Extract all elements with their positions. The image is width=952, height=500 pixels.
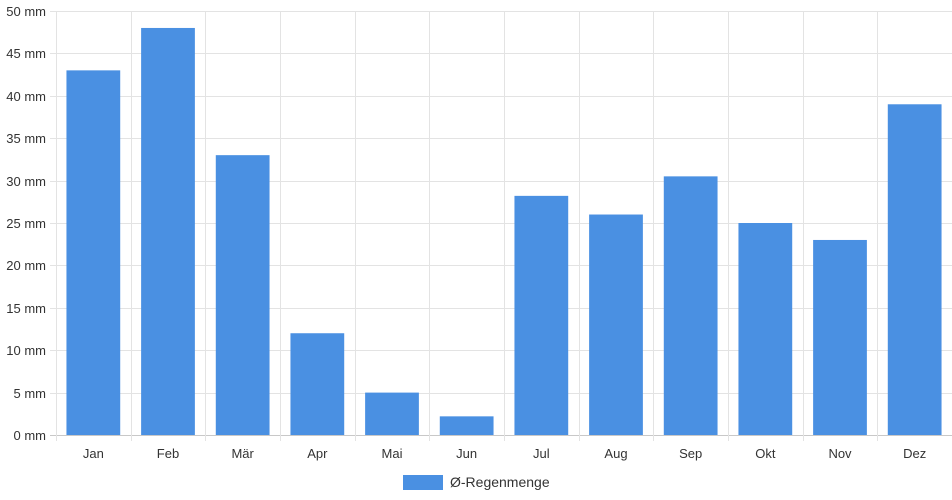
x-tick-label: Mai bbox=[382, 446, 403, 461]
bar-sep[interactable] bbox=[663, 176, 718, 436]
y-tick-label: 25 mm bbox=[6, 216, 46, 231]
bar-jan[interactable] bbox=[66, 70, 121, 436]
bar-jul[interactable] bbox=[514, 195, 569, 435]
x-tick-label: Dez bbox=[903, 446, 926, 461]
bar-mär[interactable] bbox=[215, 155, 270, 435]
x-tick-label: Okt bbox=[755, 446, 776, 461]
bar-apr[interactable] bbox=[290, 333, 345, 435]
y-tick-label: 10 mm bbox=[6, 343, 46, 358]
x-axis-ticks: Jan Feb Mär Apr Mai Jun Jul Aug Sep Okt Nov Dez bbox=[83, 446, 926, 461]
bar-jun[interactable] bbox=[439, 416, 494, 435]
x-tick-label: Sep bbox=[679, 446, 702, 461]
y-tick-label: 50 mm bbox=[6, 4, 46, 19]
x-tick-label: Feb bbox=[157, 446, 179, 461]
y-tick-label: 30 mm bbox=[6, 174, 46, 189]
y-tick-label: 35 mm bbox=[6, 131, 46, 146]
legend[interactable]: Ø-Regenmenge bbox=[403, 474, 550, 490]
grid-lines bbox=[50, 11, 952, 441]
y-axis-ticks: 0 mm 5 mm 10 mm 15 mm 20 mm 25 mm 30 mm 35 mm 40… bbox=[6, 4, 46, 443]
x-tick-label: Nov bbox=[828, 446, 852, 461]
y-tick-label: 40 mm bbox=[6, 89, 46, 104]
bar-feb[interactable] bbox=[141, 27, 195, 436]
x-tick-label: Aug bbox=[604, 446, 627, 461]
x-tick-label: Mär bbox=[231, 446, 254, 461]
y-tick-label: 15 mm bbox=[6, 301, 46, 316]
legend-swatch-series[interactable] bbox=[403, 475, 443, 490]
x-tick-label: Apr bbox=[307, 446, 328, 461]
bars bbox=[66, 27, 942, 436]
y-tick-label: 20 mm bbox=[6, 258, 46, 273]
x-tick-label: Jul bbox=[533, 446, 550, 461]
bar-dez[interactable] bbox=[887, 104, 942, 435]
x-tick-label: Jun bbox=[456, 446, 477, 461]
y-tick-label: 5 mm bbox=[14, 386, 47, 401]
bar-mai[interactable] bbox=[365, 392, 419, 435]
y-tick-label: 45 mm bbox=[6, 46, 46, 61]
x-tick-label: Jan bbox=[83, 446, 104, 461]
bar-nov[interactable] bbox=[813, 239, 867, 435]
bar-okt[interactable] bbox=[738, 223, 793, 435]
y-tick-label: 0 mm bbox=[14, 428, 47, 443]
bar-aug[interactable] bbox=[589, 214, 643, 435]
legend-label-series[interactable]: Ø-Regenmenge bbox=[450, 474, 550, 490]
